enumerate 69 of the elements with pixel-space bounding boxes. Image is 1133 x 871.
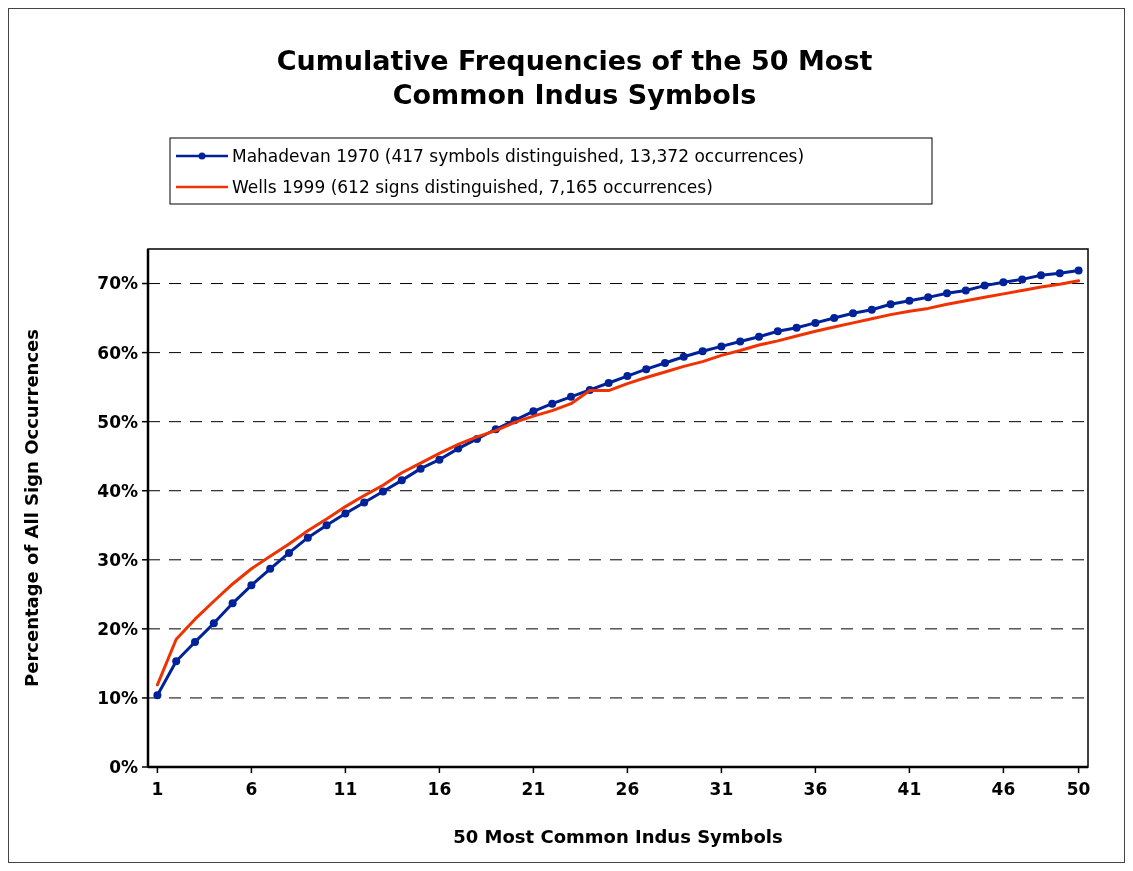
point: [773, 327, 782, 336]
point: [849, 309, 857, 318]
point: [379, 487, 387, 496]
point: [755, 332, 763, 341]
point: [153, 691, 162, 700]
point: [943, 289, 951, 298]
point: [811, 318, 820, 327]
x-tick-label: 36: [803, 779, 828, 799]
point: [397, 476, 406, 485]
point: [567, 392, 575, 401]
point: [416, 464, 425, 473]
y-tick-label: 40%: [97, 480, 138, 501]
x-tick-label: 50: [1066, 779, 1091, 799]
point: [1074, 266, 1083, 275]
point: [792, 323, 801, 332]
point: [529, 407, 538, 416]
point: [285, 548, 293, 557]
y-tick-label: 10%: [97, 687, 138, 708]
point: [924, 293, 933, 302]
point: [905, 296, 914, 305]
point: [980, 281, 989, 290]
point: [999, 278, 1008, 287]
point: [360, 498, 369, 507]
y-tick-label: 60%: [97, 342, 138, 363]
y-tick-label: 20%: [97, 618, 138, 639]
y-tick-label: 30%: [97, 549, 138, 570]
x-tick-label: 26: [615, 779, 640, 799]
x-tick-label: 31: [709, 779, 734, 799]
point: [247, 581, 256, 590]
x-tick-label: 6: [245, 779, 258, 799]
point: [341, 509, 350, 518]
point: [1055, 269, 1064, 278]
x-tick-label: 21: [521, 779, 546, 799]
point: [961, 286, 970, 295]
point: [322, 521, 331, 530]
point: [1037, 271, 1045, 280]
point: [736, 337, 745, 346]
point: [867, 305, 876, 314]
point: [623, 372, 632, 381]
point: [679, 352, 688, 361]
point: [642, 365, 651, 374]
legend-label: Wells 1999 (612 signs distinguished, 7,165 occurrences): [232, 176, 713, 197]
y-tick-label: 50%: [97, 411, 138, 432]
point: [209, 619, 218, 628]
point: [698, 347, 707, 356]
point: [303, 533, 312, 542]
point: [435, 455, 444, 464]
x-axis-title: 50 Most Common Indus Symbols: [453, 826, 783, 847]
point: [886, 300, 895, 309]
point: [717, 342, 726, 351]
x-tick-label: 41: [897, 779, 922, 799]
x-tick-label: 46: [991, 779, 1016, 799]
x-tick-label: 1: [151, 779, 164, 799]
point: [830, 314, 839, 323]
point: [661, 358, 669, 367]
point: [1018, 275, 1027, 284]
point: [172, 657, 181, 666]
y-tick-label: 0%: [109, 756, 138, 777]
x-tick-label: 11: [333, 779, 358, 799]
point: [604, 378, 613, 387]
y-tick-label: 70%: [97, 273, 138, 294]
y-axis-title: Percentage of All Sign Occurrences: [21, 328, 42, 688]
point: [548, 399, 557, 408]
legend-label: Mahadevan 1970 (417 symbols distinguished, 13,372 occurrences): [232, 145, 805, 166]
point: [191, 637, 199, 646]
chart-title: Cumulative Frequencies of the 50 Most Common Indus Symbols: [276, 45, 873, 110]
point: [228, 599, 237, 608]
x-tick-label: 16: [427, 779, 452, 799]
point: [266, 564, 275, 573]
